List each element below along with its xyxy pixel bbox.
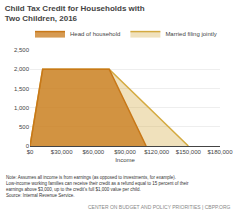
svg-text:CENTER ON BUDGET AND POLICY PR: CENTER ON BUDGET AND POLICY PRIORITIES |… <box>88 204 231 210</box>
svg-text:Note: Assumes all income is fr: Note: Assumes all income is from earning… <box>6 175 189 198</box>
svg-text:1,000: 1,000 <box>14 105 30 111</box>
svg-text:500: 500 <box>19 124 30 130</box>
svg-text:$180,000: $180,000 <box>207 149 233 155</box>
svg-text:0: 0 <box>26 143 30 149</box>
svg-text:$90,000: $90,000 <box>114 149 136 155</box>
svg-text:Married filing jointly: Married filing jointly <box>165 31 216 37</box>
svg-text:$150,000: $150,000 <box>176 149 202 155</box>
svg-text:$0: $0 <box>27 149 34 155</box>
svg-text:Income: Income <box>115 157 135 163</box>
svg-text:$60,000: $60,000 <box>82 149 104 155</box>
svg-text:2,000: 2,000 <box>14 66 30 72</box>
svg-text:$30,000: $30,000 <box>51 149 73 155</box>
svg-text:Child Tax Credit for Household: Child Tax Credit for Households withTwo … <box>5 4 145 23</box>
svg-text:2,500: 2,500 <box>14 47 30 53</box>
svg-text:Head of household: Head of household <box>70 31 120 37</box>
svg-text:1,500: 1,500 <box>14 86 30 92</box>
svg-text:$120,000: $120,000 <box>144 149 170 155</box>
